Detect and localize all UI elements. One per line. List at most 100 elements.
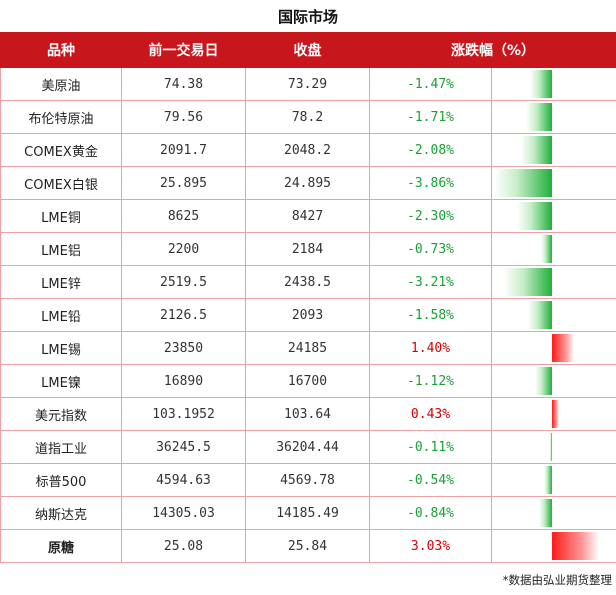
cell-change-bar: [491, 166, 616, 200]
cell-close: 8427: [245, 199, 370, 233]
cell-change-bar: [491, 265, 616, 299]
cell-name: 美元指数: [0, 397, 122, 431]
table-row: 布伦特原油 79.56 78.2 -1.71%: [0, 100, 616, 134]
cell-change-bar: [491, 133, 616, 167]
cell-close: 25.84: [245, 529, 370, 563]
cell-name: COMEX白银: [0, 166, 122, 200]
table-row: 道指工业 36245.5 36204.44 -0.11%: [0, 430, 616, 464]
change-bar: [535, 367, 552, 395]
cell-prev: 2519.5: [121, 265, 246, 299]
cell-close: 73.29: [245, 67, 370, 101]
change-bar: [517, 202, 552, 230]
cell-name: LME锌: [0, 265, 122, 299]
change-bar: [504, 268, 552, 296]
table-row: LME锡 23850 24185 1.40%: [0, 331, 616, 365]
cell-prev: 2126.5: [121, 298, 246, 332]
cell-change-bar: [491, 199, 616, 233]
change-bar: [552, 532, 599, 560]
cell-prev: 25.895: [121, 166, 246, 200]
table-row: LME铅 2126.5 2093 -1.58%: [0, 298, 616, 332]
cell-change-pct: -0.84%: [369, 496, 492, 530]
cell-change-pct: -0.11%: [369, 430, 492, 464]
cell-close: 14185.49: [245, 496, 370, 530]
market-table: 品种 前一交易日 收盘 涨跌幅（%） 美原油 74.38 73.29 -1.47% 布伦…: [0, 32, 616, 563]
cell-name: 标普500: [0, 463, 122, 497]
table-title: 国际市场: [277, 8, 338, 26]
cell-change-bar: [491, 397, 616, 431]
change-bar: [521, 136, 552, 164]
cell-name: LME铜: [0, 199, 122, 233]
table-row: 纳斯达克 14305.03 14185.49 -0.84%: [0, 496, 616, 530]
table-row: LME铜 8625 8427 -2.30%: [0, 199, 616, 233]
cell-change-pct: -2.30%: [369, 199, 492, 233]
cell-name: 布伦特原油: [0, 100, 122, 134]
cell-change-bar: [491, 364, 616, 398]
cell-name: 原糖: [0, 529, 122, 563]
cell-prev: 4594.63: [121, 463, 246, 497]
cell-prev: 2091.7: [121, 133, 246, 167]
cell-change-bar: [491, 298, 616, 332]
cell-change-pct: -1.71%: [369, 100, 492, 134]
cell-prev: 14305.03: [121, 496, 246, 530]
cell-change-pct: -3.21%: [369, 265, 492, 299]
cell-change-pct: -1.47%: [369, 67, 492, 101]
cell-name: 道指工业: [0, 430, 122, 464]
cell-close: 78.2: [245, 100, 370, 134]
cell-close: 2438.5: [245, 265, 370, 299]
cell-change-pct: -0.73%: [369, 232, 492, 266]
change-bar: [550, 433, 552, 461]
change-bar: [552, 400, 559, 428]
table-row: 标普500 4594.63 4569.78 -0.54%: [0, 463, 616, 497]
cell-close: 2048.2: [245, 133, 370, 167]
cell-name: LME铅: [0, 298, 122, 332]
cell-close: 36204.44: [245, 430, 370, 464]
cell-change-bar: [491, 529, 616, 563]
cell-change-bar: [491, 100, 616, 134]
cell-close: 24.895: [245, 166, 370, 200]
cell-name: LME铝: [0, 232, 122, 266]
cell-change-bar: [491, 430, 616, 464]
cell-close: 4569.78: [245, 463, 370, 497]
header-close: 收盘: [245, 32, 370, 68]
cell-change-pct: 3.03%: [369, 529, 492, 563]
change-bar: [528, 301, 552, 329]
cell-change-pct: -1.58%: [369, 298, 492, 332]
cell-change-pct: -2.08%: [369, 133, 492, 167]
footnote: *数据由弘业期货整理: [502, 573, 612, 587]
change-bar: [526, 103, 552, 131]
cell-change-bar: [491, 67, 616, 101]
table-row: COMEX黄金 2091.7 2048.2 -2.08%: [0, 133, 616, 167]
header-name: 品种: [0, 32, 122, 68]
cell-prev: 23850: [121, 331, 246, 365]
change-bar: [552, 334, 574, 362]
cell-change-bar: [491, 232, 616, 266]
cell-change-bar: [491, 463, 616, 497]
cell-prev: 74.38: [121, 67, 246, 101]
cell-close: 103.64: [245, 397, 370, 431]
cell-change-bar: [491, 331, 616, 365]
cell-change-bar: [491, 496, 616, 530]
change-bar: [539, 499, 552, 527]
table-row: COMEX白银 25.895 24.895 -3.86%: [0, 166, 616, 200]
cell-close: 2184: [245, 232, 370, 266]
table-row: 原糖 25.08 25.84 3.03%: [0, 529, 616, 563]
cell-change-pct: -3.86%: [369, 166, 492, 200]
table-row: 美原油 74.38 73.29 -1.47%: [0, 67, 616, 101]
change-bar: [494, 169, 552, 197]
cell-prev: 79.56: [121, 100, 246, 134]
cell-close: 16700: [245, 364, 370, 398]
change-bar: [541, 235, 552, 263]
cell-name: LME镍: [0, 364, 122, 398]
cell-prev: 36245.5: [121, 430, 246, 464]
cell-prev: 25.08: [121, 529, 246, 563]
header-prev: 前一交易日: [121, 32, 246, 68]
cell-prev: 8625: [121, 199, 246, 233]
table-row: LME镍 16890 16700 -1.12%: [0, 364, 616, 398]
table-row: LME铝 2200 2184 -0.73%: [0, 232, 616, 266]
cell-name: COMEX黄金: [0, 133, 122, 167]
cell-change-pct: 1.40%: [369, 331, 492, 365]
cell-change-pct: 0.43%: [369, 397, 492, 431]
cell-prev: 2200: [121, 232, 246, 266]
change-bar: [530, 70, 552, 98]
cell-name: 纳斯达克: [0, 496, 122, 530]
